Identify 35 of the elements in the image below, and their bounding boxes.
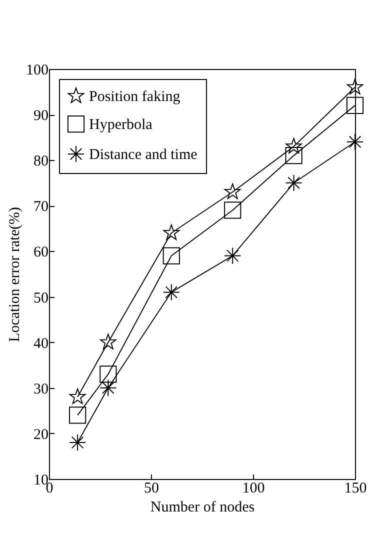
point [346,78,364,94]
y-tick-label: 70 [34,199,48,216]
y-axis-title: Location error rate(%) [7,207,23,342]
point [69,388,86,404]
y-tick-label: 50 [34,290,48,306]
y-tick-label: 100 [26,62,48,78]
point [346,96,364,114]
point [163,224,180,240]
legend-label: Distance and time [89,147,198,163]
x-tick-label: 100 [242,480,265,496]
point [224,202,242,219]
point [162,284,180,301]
point [100,379,117,396]
point [100,366,117,383]
point [224,247,242,264]
point [69,406,86,424]
point [69,434,86,452]
point [162,247,180,264]
y-tick-label: 30 [34,381,48,398]
y-tick-label: 80 [34,154,48,170]
point [224,183,241,200]
y-tick-label: 20 [34,426,48,443]
y-tick-label: 90 [34,108,48,124]
y-tick-label: 40 [34,336,48,352]
x-axis-title: Number of nodes [150,500,255,516]
point [100,334,116,350]
legend-label: Position faking [89,89,181,105]
point [286,138,302,154]
legend-label: Hyperbola [89,117,153,133]
point [285,174,302,192]
point [285,146,302,164]
y-tick-label: 60 [34,244,48,261]
x-tick-label: 50 [144,480,159,496]
x-tick-label: 150 [344,480,367,496]
point [346,133,364,150]
